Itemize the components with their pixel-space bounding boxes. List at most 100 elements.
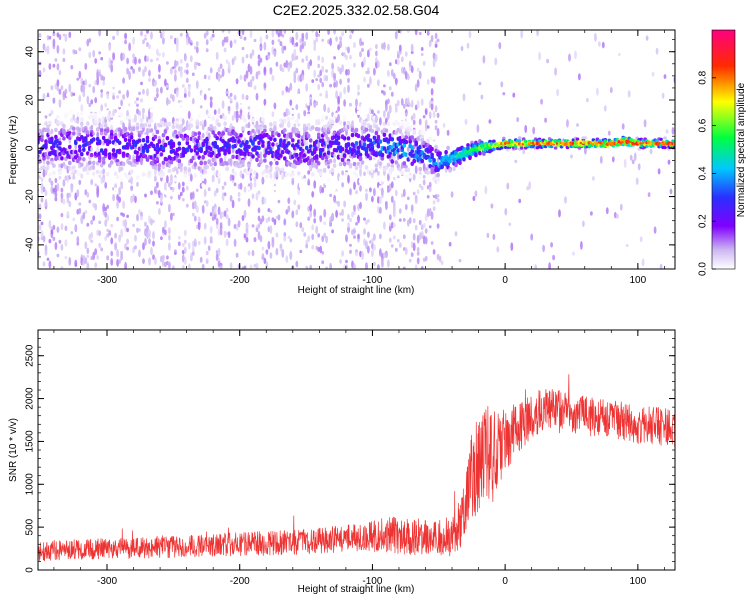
spectrogram-noise-cell	[305, 265, 309, 269]
spectrogram-cell	[257, 145, 261, 151]
spectrogram-cell	[304, 145, 309, 151]
spectrogram-noise-cell	[371, 171, 374, 179]
spectrogram-noise-cell	[54, 192, 58, 198]
x-tick-label: -100	[362, 275, 382, 286]
spectrogram-cell	[163, 129, 168, 134]
spectrogram-cell	[297, 93, 301, 99]
spectrogram-noise-cell	[361, 251, 364, 260]
spectrogram-cell	[346, 136, 351, 141]
spectrogram-cell	[362, 142, 367, 147]
spectrogram-noise-cell	[247, 198, 251, 207]
spectrogram-cell	[197, 131, 201, 136]
spectrogram-noise-cell	[424, 109, 428, 116]
spectrogram-noise-cell	[420, 52, 424, 57]
spectrogram-cell	[302, 178, 307, 183]
spectrogram-noise-cell	[351, 120, 354, 128]
spectrogram-cell	[56, 106, 60, 111]
spectrogram-noise-cell	[311, 191, 315, 198]
spectrogram-noise-cell	[225, 207, 229, 213]
spectrogram-noise-cell	[239, 182, 243, 190]
spectrogram-cell	[316, 127, 321, 132]
spectrogram-cell	[195, 139, 200, 144]
spectrogram-noise-cell	[86, 254, 90, 258]
spectrogram-noise-cell	[193, 238, 197, 247]
spectrogram-noise-cell	[205, 30, 209, 36]
spectrogram-cell	[133, 90, 138, 95]
spectrogram-noise-cell	[381, 259, 384, 268]
spectrogram-noise-cell	[311, 233, 315, 241]
spectrogram-noise-cell	[309, 59, 313, 67]
spectrogram-noise-cell	[144, 237, 147, 246]
spectrogram-cell	[97, 109, 102, 115]
spectrogram-noise-cell	[367, 113, 370, 122]
colorbar-tick-label: 0.2	[698, 214, 709, 228]
spectrogram-noise-cell	[201, 123, 205, 131]
spectrogram-noise-cell	[72, 92, 76, 97]
spectrogram-cell	[255, 107, 259, 113]
spectrogram-noise-cell	[138, 209, 141, 215]
spectrogram-noise-cell	[514, 159, 518, 164]
spectrogram-noise-cell	[70, 65, 74, 70]
spectrogram-cell	[117, 140, 122, 145]
spectrogram-cell	[97, 118, 102, 123]
spectrogram-cell	[203, 169, 207, 174]
spectrogram-noise-cell	[398, 44, 402, 52]
spectrogram-cell	[207, 112, 211, 118]
spectrogram-cell	[117, 150, 122, 155]
spectrogram-noise-cell	[257, 223, 261, 229]
spectrogram-noise-cell	[430, 241, 434, 245]
spectrogram-noise-cell	[88, 51, 92, 59]
spectrogram-cell	[380, 156, 385, 161]
spectrogram-cell	[219, 157, 223, 163]
spectrogram-cell	[40, 137, 44, 143]
spectrogram-noise-cell	[313, 69, 317, 79]
spectrogram-noise-cell	[44, 115, 48, 119]
spectrogram-cell	[74, 180, 78, 185]
spectrogram-cell	[386, 162, 391, 168]
spectrogram-cell	[320, 147, 325, 153]
spectrogram-noise-cell	[90, 232, 94, 239]
spectrogram-noise-cell	[251, 249, 255, 257]
spectrogram-noise-cell	[526, 186, 530, 191]
spectrogram-cell	[119, 120, 124, 125]
spectrogram-cell	[346, 142, 351, 147]
spectrogram-noise-cell	[231, 174, 235, 181]
spectrogram-noise-cell	[110, 124, 114, 132]
spectrogram-noise-cell	[317, 63, 321, 69]
spectrogram-noise-cell	[394, 77, 398, 86]
spectrogram-noise-cell	[259, 235, 263, 243]
spectrogram-cell	[103, 148, 108, 153]
spectrogram-cell	[101, 156, 106, 161]
spectrogram-noise-cell	[295, 55, 299, 60]
spectrogram-noise-cell	[281, 67, 285, 73]
spectrogram-cell	[62, 123, 66, 129]
spectrogram-noise-cell	[273, 218, 277, 226]
spectrogram-noise-cell	[225, 59, 229, 64]
spectrogram-noise-cell	[82, 84, 86, 93]
spectrogram-noise-cell	[104, 219, 108, 227]
spectrogram-cell	[287, 116, 291, 122]
spectrogram-noise-cell	[160, 86, 163, 94]
spectrogram-noise-cell	[552, 254, 555, 261]
spectrogram-noise-cell	[365, 192, 368, 201]
spectrogram-noise-cell	[271, 74, 275, 82]
spectrogram-noise-cell	[239, 35, 243, 40]
spectrogram-noise-cell	[185, 36, 189, 46]
spectrogram-noise-cell	[385, 201, 388, 210]
spectrogram-noise-cell	[291, 36, 295, 46]
spectrogram-cell	[261, 117, 265, 122]
spectrogram-noise-cell	[392, 223, 396, 228]
spectrogram-noise-cell	[363, 217, 366, 221]
spectrogram-cell	[141, 138, 146, 143]
spectrogram-noise-cell	[118, 234, 121, 243]
spectrogram-noise-cell	[377, 60, 380, 68]
spectrogram-cell	[283, 156, 287, 161]
spectrogram-cell	[448, 168, 452, 173]
spectrogram-cell	[157, 163, 162, 168]
spectrogram-noise-cell	[375, 50, 378, 57]
spectrogram-noise-cell	[78, 132, 82, 137]
spectrogram-noise-cell	[518, 198, 522, 204]
spectrogram-noise-cell	[508, 222, 512, 226]
spectrogram-noise-cell	[633, 152, 637, 161]
spectrogram-cell	[139, 157, 144, 162]
